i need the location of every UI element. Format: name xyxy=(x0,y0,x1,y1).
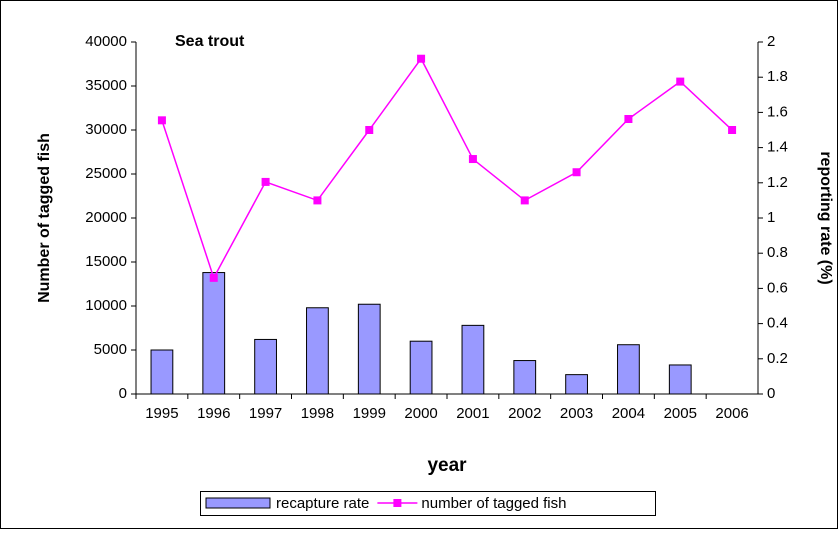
bar xyxy=(565,374,588,395)
y2-tick-label: 0.8 xyxy=(767,244,788,261)
y-axis-label: Number of tagged fish xyxy=(36,133,53,303)
bar xyxy=(617,344,640,395)
y2-tick-label: 1.2 xyxy=(767,174,788,191)
y2-axis-label: reporting rate (%) xyxy=(817,151,834,284)
bar xyxy=(150,349,174,395)
line-marker xyxy=(676,77,685,86)
bar xyxy=(461,324,485,395)
line-marker xyxy=(157,116,166,125)
legend-swatch xyxy=(393,499,402,507)
line-marker xyxy=(417,54,426,63)
line-marker xyxy=(313,196,322,205)
legend-label: recapture rate xyxy=(276,495,369,512)
x-tick-label: 2000 xyxy=(404,405,437,422)
y2-tick-label: 1.4 xyxy=(767,139,788,156)
y-tick-label: 40000 xyxy=(85,33,127,50)
y-tick-label: 5000 xyxy=(94,341,127,358)
legend xyxy=(200,491,656,516)
y-tick-label: 35000 xyxy=(85,77,127,94)
y2-tick-label: 1.8 xyxy=(767,68,788,85)
line-marker xyxy=(209,273,218,282)
line xyxy=(161,57,733,280)
x-tick-label: 1997 xyxy=(249,405,282,422)
line-marker xyxy=(728,126,737,134)
y2-tick-label: 1 xyxy=(767,209,775,226)
line-marker xyxy=(468,155,477,164)
bar xyxy=(357,303,381,395)
y2-tick-label: 0.6 xyxy=(767,279,788,296)
legend-swatch xyxy=(205,497,271,509)
line-marker xyxy=(572,168,581,177)
bar xyxy=(513,360,537,395)
x-tick-label: 2003 xyxy=(560,405,593,422)
x-tick-label: 1996 xyxy=(197,405,230,422)
y-tick-label: 20000 xyxy=(85,209,127,226)
x-tick-label: 2002 xyxy=(508,405,541,422)
bar xyxy=(202,272,226,395)
y-tick-label: 30000 xyxy=(85,121,127,138)
y-tick-label: 0 xyxy=(119,385,127,402)
bar xyxy=(254,338,277,395)
line-marker xyxy=(624,115,633,123)
bar xyxy=(409,340,433,395)
y2-tick-label: 0.2 xyxy=(767,350,788,367)
y-tick-label: 25000 xyxy=(85,165,127,182)
x-tick-label: 1999 xyxy=(353,405,386,422)
y2-tick-label: 0 xyxy=(767,385,775,402)
bar xyxy=(668,364,692,395)
legend-label: number of tagged fish xyxy=(421,495,566,512)
y-tick-label: 10000 xyxy=(85,297,127,314)
line-marker xyxy=(365,126,374,134)
y2-tick-label: 2 xyxy=(767,33,775,50)
x-axis-label: year xyxy=(427,455,467,476)
x-tick-label: 1995 xyxy=(145,405,178,422)
y2-tick-label: 1.6 xyxy=(767,103,788,120)
y2-tick-label: 0.4 xyxy=(767,315,788,332)
line-marker xyxy=(261,177,270,186)
bar xyxy=(306,307,329,395)
x-tick-label: 1998 xyxy=(301,405,334,422)
chart-title: Sea trout xyxy=(175,33,245,50)
x-tick-label: 2001 xyxy=(456,405,489,422)
y-tick-label: 15000 xyxy=(85,253,127,270)
x-tick-label: 2004 xyxy=(612,405,645,422)
x-tick-label: 2006 xyxy=(715,405,748,422)
line-marker xyxy=(520,196,529,205)
x-tick-label: 2005 xyxy=(664,405,697,422)
